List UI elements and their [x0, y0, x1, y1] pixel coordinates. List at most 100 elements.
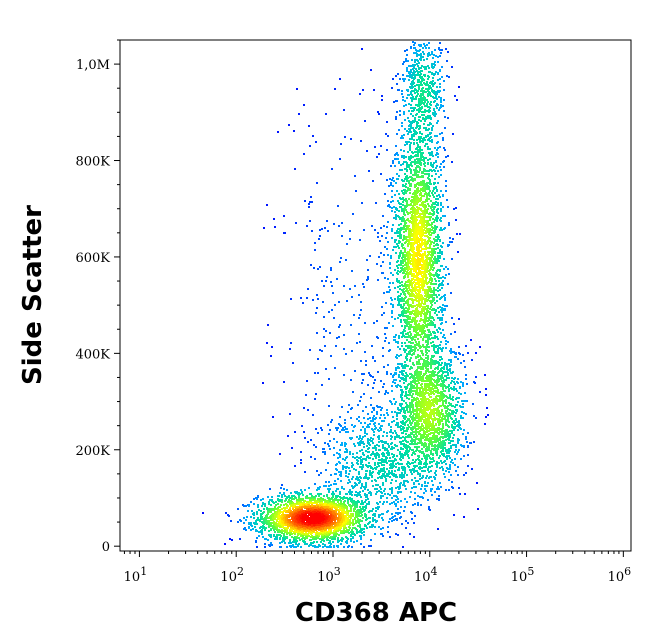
event-point	[346, 531, 348, 533]
event-point	[412, 305, 414, 307]
event-point	[290, 510, 292, 512]
event-point	[385, 302, 387, 304]
event-point	[427, 339, 429, 341]
event-point	[320, 520, 322, 522]
event-point	[302, 535, 304, 537]
event-point	[386, 291, 388, 293]
event-point	[405, 281, 407, 283]
event-point	[407, 117, 409, 119]
event-point	[442, 105, 444, 107]
event-point	[420, 156, 422, 158]
event-point	[404, 173, 406, 175]
event-point	[261, 533, 263, 535]
event-point	[287, 523, 289, 525]
event-point	[304, 515, 306, 517]
event-point	[433, 238, 435, 240]
event-point	[431, 266, 433, 268]
event-point	[398, 242, 400, 244]
event-point	[306, 508, 308, 510]
event-point	[281, 508, 283, 510]
event-point	[400, 229, 402, 231]
event-point	[281, 532, 283, 534]
event-point	[403, 329, 405, 331]
event-point	[392, 200, 394, 202]
event-point	[409, 318, 411, 320]
event-point	[437, 307, 439, 309]
event-point	[299, 493, 301, 495]
event-point	[348, 532, 350, 534]
event-point	[445, 180, 447, 182]
event-point	[281, 501, 283, 503]
event-point	[425, 269, 427, 271]
event-point	[407, 133, 409, 135]
event-point	[402, 204, 404, 206]
event-point	[387, 531, 389, 533]
event-point	[274, 514, 276, 516]
event-point	[260, 531, 262, 533]
event-point	[356, 532, 358, 534]
event-point	[401, 365, 403, 367]
event-point	[420, 188, 422, 190]
event-point	[362, 517, 364, 519]
event-point	[439, 270, 441, 272]
event-point	[308, 506, 310, 508]
event-point	[419, 146, 421, 148]
event-point	[285, 519, 287, 521]
event-point	[325, 517, 327, 519]
event-point	[386, 327, 388, 329]
event-point	[290, 542, 292, 544]
event-point	[413, 218, 415, 220]
event-point	[372, 524, 374, 526]
event-point	[411, 196, 413, 198]
event-point	[392, 274, 394, 276]
event-point	[391, 237, 393, 239]
event-point	[301, 538, 303, 540]
event-point	[331, 503, 333, 505]
event-point	[411, 254, 413, 256]
event-point	[328, 485, 330, 487]
event-point	[389, 282, 391, 284]
event-point	[328, 519, 330, 521]
event-point	[431, 175, 433, 177]
event-point	[312, 545, 314, 547]
event-point	[406, 170, 408, 172]
event-point	[286, 546, 288, 548]
event-point	[425, 354, 427, 356]
event-point	[347, 514, 349, 516]
event-point	[409, 185, 411, 187]
event-point	[309, 508, 311, 510]
event-point	[279, 526, 281, 528]
event-point	[283, 524, 285, 526]
event-point	[367, 498, 369, 500]
event-point	[416, 344, 418, 346]
event-point	[414, 296, 416, 298]
event-point	[410, 217, 412, 219]
event-point	[350, 531, 352, 533]
event-point	[394, 158, 396, 160]
event-point	[231, 539, 233, 541]
event-point	[373, 513, 375, 515]
event-point	[387, 414, 389, 416]
event-point	[442, 314, 444, 316]
event-point	[303, 527, 305, 529]
event-point	[314, 483, 316, 485]
event-point	[447, 268, 449, 270]
event-point	[319, 524, 321, 526]
event-point	[311, 525, 313, 527]
event-point	[391, 190, 393, 192]
event-point	[266, 514, 268, 516]
event-point	[270, 525, 272, 527]
event-point	[344, 504, 346, 506]
event-point	[434, 363, 436, 365]
event-point	[423, 114, 425, 116]
event-point	[300, 546, 302, 548]
event-point	[389, 178, 391, 180]
event-point	[334, 524, 336, 526]
event-point	[333, 512, 335, 514]
event-point	[332, 536, 334, 538]
event-point	[276, 529, 278, 531]
event-point	[442, 280, 444, 282]
event-point	[416, 320, 418, 322]
event-point	[268, 523, 270, 525]
event-point	[356, 511, 358, 513]
